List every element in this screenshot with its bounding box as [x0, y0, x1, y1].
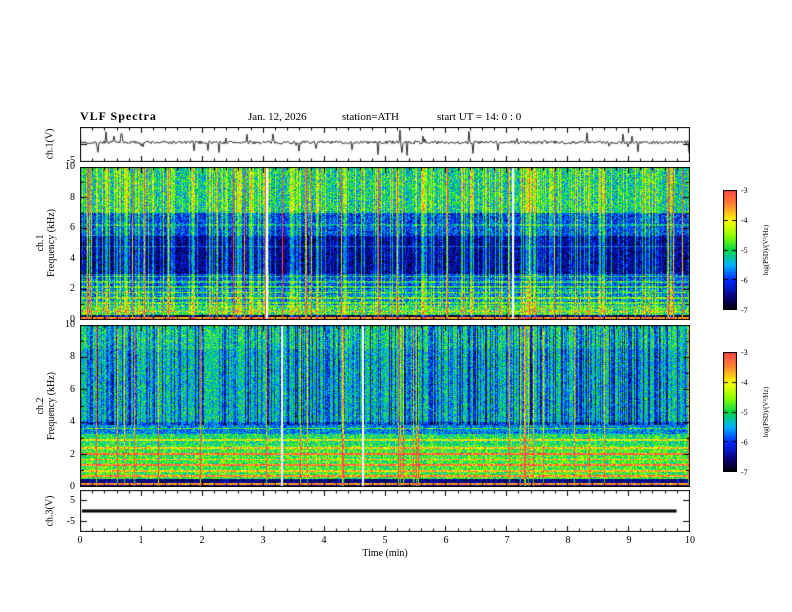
ch2_spec-y-tick-label: 8	[70, 351, 75, 363]
ch3-y-tick-label: 5	[70, 494, 75, 506]
ch3-y-tick-label: -5	[66, 515, 75, 527]
station-label: station=ATH	[342, 111, 399, 123]
x-tick-label: 6	[443, 535, 449, 546]
ch1_spec-y-tick-label: 10	[65, 161, 75, 172]
ch2_spec-y-tick-label: 4	[70, 416, 75, 428]
colorbar-ch1	[723, 190, 737, 310]
ch2_spec-y-tick-label: 6	[70, 383, 75, 395]
colorbar-ch1-canvas	[723, 190, 737, 310]
x-tick-label: 9	[626, 535, 632, 546]
x-tick-label: 1	[138, 535, 144, 546]
x-tick-label: 10	[685, 535, 695, 546]
ch1-waveform-canvas	[80, 127, 690, 162]
figure-title: VLF Spectra	[80, 109, 157, 123]
colorbar-ch2-canvas	[723, 352, 737, 472]
time-axis-label: Time (min)	[362, 548, 408, 559]
figure-date: Jan. 12, 2026	[248, 111, 307, 123]
x-tick-label: 7	[504, 535, 510, 546]
start-time-label: start UT = 14: 0 : 0	[437, 111, 522, 123]
colorbar-tick-label: -7	[741, 306, 748, 315]
colorbar-tick-label: -6	[741, 276, 748, 285]
ch1-wave-y-tick-label: -5	[66, 155, 75, 166]
ch1-frequency-axis-label: ch.1 Frequency (kHz)	[35, 209, 57, 277]
x-tick-label: 8	[565, 535, 571, 546]
ch1_spec-y-tick-label: 8	[70, 191, 75, 203]
x-tick-label: 2	[199, 535, 205, 546]
ch1_spec-y-tick-label: 4	[70, 252, 75, 264]
x-tick-label: 4	[321, 535, 327, 546]
ch1_spec-y-tick-label: 2	[70, 283, 75, 295]
x-tick-label: 0	[77, 535, 83, 546]
ch1-spectrogram-canvas	[80, 167, 690, 320]
ch1-frequency-axis-label-line2: Frequency (kHz)	[46, 208, 57, 278]
ch1_spec-y-tick-label: 0	[70, 314, 75, 325]
ch1-spectrogram-panel	[80, 167, 690, 320]
colorbar-ch1-label: log(PSD)/(V²/Hz)	[762, 224, 770, 276]
ch2-frequency-axis-label-line1: ch.2	[35, 397, 46, 415]
colorbar-ch2-label: log(PSD)/(V²/Hz)	[762, 386, 770, 438]
colorbar-ch2	[723, 352, 737, 472]
ch3-waveform-panel	[80, 490, 690, 532]
colorbar-tick-label: -3	[741, 186, 748, 195]
ch1_spec-y-tick-label: 6	[70, 222, 75, 234]
colorbar-tick-label: -6	[741, 438, 748, 447]
ch2_spec-y-tick-label: 0	[70, 481, 75, 492]
ch3-waveform-canvas	[80, 490, 690, 532]
colorbar-tick-label: -3	[741, 348, 748, 357]
ch1-waveform-panel	[80, 127, 690, 162]
x-tick-label: 3	[260, 535, 266, 546]
colorbar-tick-label: -5	[741, 408, 748, 417]
ch2-frequency-axis-label-line2: Frequency (kHz)	[46, 371, 57, 441]
colorbar-tick-label: -7	[741, 468, 748, 477]
ch1-frequency-axis-label-line1: ch.1	[35, 234, 46, 252]
x-tick-label: 5	[382, 535, 388, 546]
ch2-spectrogram-panel	[80, 325, 690, 487]
colorbar-tick-label: -5	[741, 246, 748, 255]
ch2-frequency-axis-label: ch.2 Frequency (kHz)	[35, 372, 57, 440]
ch2-spectrogram-canvas	[80, 325, 690, 487]
ch2_spec-y-tick-label: 2	[70, 448, 75, 460]
ch2_spec-y-tick-label: 10	[65, 319, 75, 330]
colorbar-tick-label: -4	[741, 378, 748, 387]
colorbar-tick-label: -4	[741, 216, 748, 225]
